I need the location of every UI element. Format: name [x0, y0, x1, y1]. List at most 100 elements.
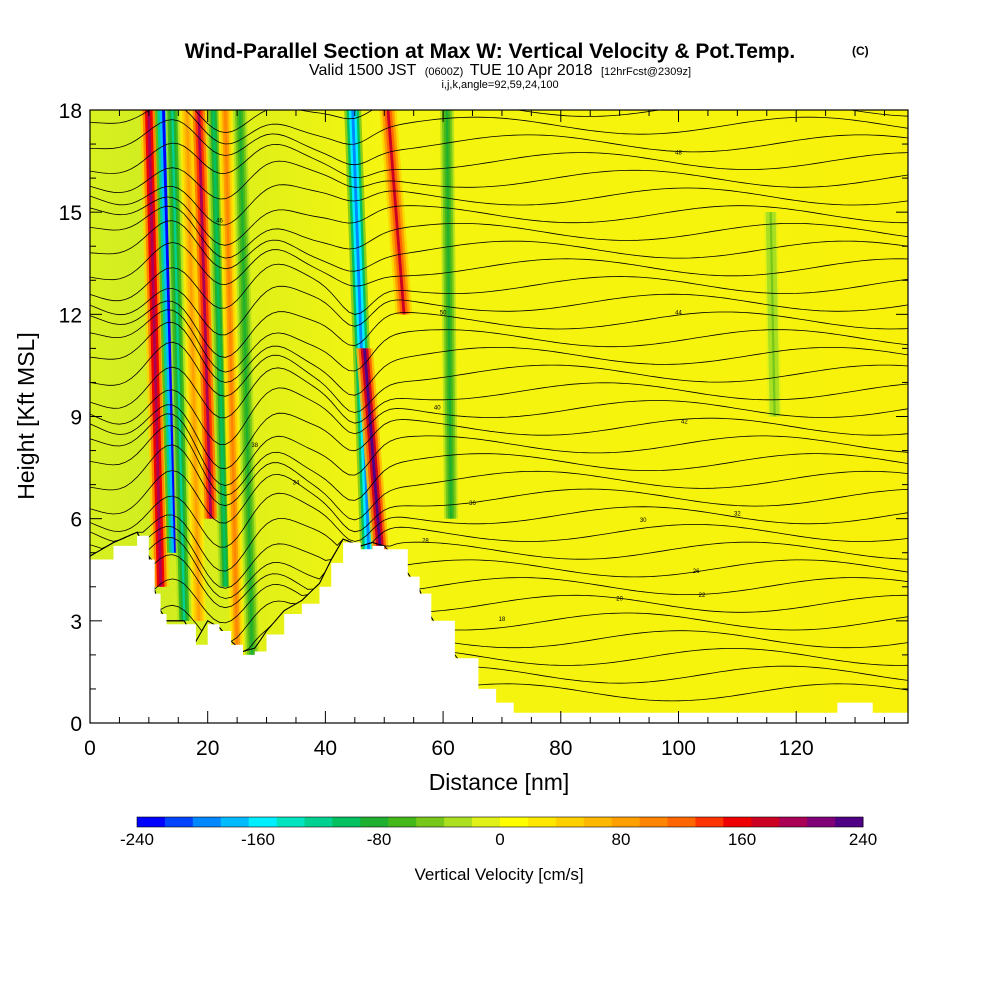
x-tick-label: 120 — [779, 737, 814, 760]
velocity-streak — [162, 110, 177, 553]
colorbar-swatch — [137, 817, 166, 827]
colorbar-swatch — [583, 817, 613, 827]
isentrope-line — [90, 531, 908, 624]
terrain — [90, 535, 908, 723]
colorbar-swatch — [667, 817, 696, 827]
y-tick-label: 9 — [70, 407, 82, 430]
isentrope-line — [90, 425, 908, 501]
isentrope-line — [90, 205, 908, 259]
velocity-streak — [212, 110, 227, 587]
isentrope-line — [90, 514, 908, 572]
contour-label: 40 — [434, 406, 441, 412]
title-mark: (C) — [852, 44, 869, 58]
isentrope-line — [90, 196, 908, 246]
isentrope-line — [90, 160, 908, 200]
colorbar-swatch — [639, 817, 669, 827]
colorbar-frame — [136, 816, 864, 828]
isentrope-line — [90, 341, 908, 414]
colorbar-swatch — [220, 817, 250, 827]
chart-params: i,j,k,angle=92,59,24,100 — [441, 79, 558, 91]
velocity-streak — [224, 110, 239, 655]
isentrope-line — [90, 444, 908, 521]
y-tick-label: 12 — [59, 304, 82, 327]
isentrope-line — [90, 263, 908, 315]
contour-label: 38 — [251, 443, 258, 449]
contour-label: 20 — [616, 596, 623, 602]
colorbar-swatch — [555, 817, 585, 827]
isentrope-line — [90, 184, 908, 226]
colorbar-swatch — [751, 817, 780, 827]
y-tick-label: 15 — [59, 202, 82, 225]
contour-label: 46 — [216, 218, 223, 224]
isentrope-line — [90, 142, 908, 179]
isentrope-line — [90, 309, 908, 373]
colorbar-swatch — [248, 817, 278, 827]
chart-title: Wind-Parallel Section at Max W: Vertical… — [185, 40, 796, 63]
isentrope-line — [90, 366, 908, 424]
x-tick-label: 100 — [661, 737, 696, 760]
contour-label: 18 — [499, 617, 506, 623]
velocity-streak — [185, 110, 201, 621]
x-tick-label: 80 — [549, 737, 572, 760]
contour-label: 44 — [675, 310, 682, 316]
colorbar-swatch — [164, 817, 194, 827]
colorbar-swatch — [360, 817, 389, 827]
isentrope-line — [90, 387, 908, 445]
isentrope-line — [90, 404, 908, 470]
colorbar-tick-label: -240 — [120, 830, 154, 849]
velocity-streak — [197, 110, 213, 519]
colorbar-tick-label: 0 — [495, 830, 504, 849]
colorbar-swatch — [835, 817, 864, 827]
velocity-streak — [445, 110, 453, 519]
isentrope-line — [90, 470, 908, 533]
isentrope-contours — [90, 110, 908, 702]
y-tick-label: 3 — [70, 611, 82, 634]
isentrope-line — [90, 413, 908, 487]
velocity-streak — [147, 110, 163, 587]
colorbar-swatch — [416, 817, 445, 827]
isentrope-line — [194, 110, 908, 134]
colorbar-swatch — [723, 817, 752, 827]
colorbar-swatch — [807, 817, 836, 827]
colorbar-swatch — [192, 817, 222, 827]
colorbar-swatch — [500, 817, 529, 827]
colorbar-swatch — [472, 817, 501, 827]
isentrope-line — [90, 492, 908, 548]
isentrope-line — [90, 110, 908, 145]
colorbar-swatch — [444, 817, 473, 827]
plot-area: 1820222426283032343638404244464850 — [90, 110, 908, 723]
colorbar: -240 -160 -80 0 80 160 240 — [120, 816, 877, 849]
contour-label: 50 — [440, 310, 447, 316]
x-tick-label: 60 — [431, 737, 454, 760]
contour-label: 28 — [422, 539, 429, 545]
contour-label: 36 — [469, 501, 476, 507]
colorbar-swatch — [332, 817, 361, 827]
y-axis-label: Height [Kft MSL] — [13, 332, 39, 499]
isentrope-line — [90, 285, 908, 336]
colorbar-swatch — [611, 817, 641, 827]
colorbar-swatch — [276, 817, 306, 827]
isentrope-line — [90, 220, 908, 272]
isentrope-line — [90, 525, 908, 589]
colorbar-swatch — [527, 817, 557, 827]
y-tick-label: 0 — [70, 713, 82, 736]
x-tick-label: 40 — [314, 737, 337, 760]
colorbar-swatch — [388, 817, 417, 827]
velocity-streak — [386, 110, 406, 315]
velocity-streak — [171, 110, 186, 621]
isentrope-line — [90, 242, 908, 287]
x-axis-label: Distance [nm] — [429, 769, 570, 795]
colorbar-swatch — [779, 817, 808, 827]
velocity-streak — [238, 110, 254, 655]
isentrope-line — [90, 119, 908, 166]
y-tick-label: 18 — [59, 100, 82, 123]
isentrope-line — [90, 531, 908, 599]
colorbar-tick-label: -80 — [367, 830, 392, 849]
colorbar-label: Vertical Velocity [cm/s] — [414, 865, 583, 884]
contour-label: 34 — [293, 481, 300, 487]
contour-label: 32 — [734, 511, 741, 517]
isentrope-line — [90, 300, 908, 358]
contour-label: 22 — [699, 593, 706, 599]
